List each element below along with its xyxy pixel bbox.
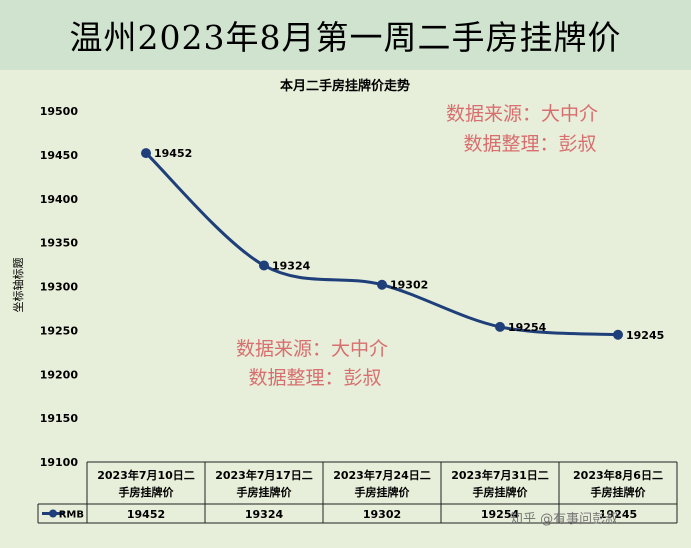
data-label: 19452 [154,147,192,160]
watermark-group: 数据来源：大中介 数据整理：彭叔 数据来源：大中介 数据整理：彭叔 [236,103,598,389]
y-tick-label: 19350 [40,237,79,250]
category-label-line2: 手房挂牌价 [591,485,647,499]
watermark-compiler-middle: 数据整理：彭叔 [248,367,381,389]
y-tick-label: 19300 [40,281,79,294]
data-label: 19245 [626,329,664,342]
data-point [495,321,505,332]
category-label-line1: 2023年7月31日二 [451,468,549,482]
y-tick-label: 19100 [40,456,79,469]
category-label-line1: 2023年8月6日二 [573,468,663,482]
data-point [259,260,269,271]
y-tick-label: 19400 [40,193,79,206]
category-label-line1: 2023年7月10日二 [97,468,195,482]
data-label: 19254 [508,321,547,334]
data-table: 2023年7月10日二手房挂牌价194522023年7月17日二手房挂牌价193… [37,461,678,524]
table-value-cell: 19452 [127,508,165,521]
chart-area-background [0,70,691,548]
site-watermark: 知乎 @有事问彭叔 [510,512,619,527]
category-label-line1: 2023年7月17日二 [215,468,313,482]
data-label: 19324 [272,259,311,272]
category-label-line2: 手房挂牌价 [119,485,175,499]
category-label-line2: 手房挂牌价 [473,485,529,499]
y-tick-label: 19500 [40,105,79,118]
y-tick-label: 19200 [40,368,79,381]
table-value-cell: 19245 [599,508,637,521]
data-point [141,148,151,159]
data-point [613,329,623,340]
y-axis-title: 坐标轴标题 [11,258,25,313]
watermark-source-middle: 数据来源：大中介 [236,338,388,360]
y-axis: 19100 19150 19200 19250 19300 19350 19400 19450… [40,105,79,469]
legend-series-name: RMB [59,510,84,521]
banner-title: 温州2023年8月第一周二手房挂牌价 [69,18,622,57]
category-label-line2: 手房挂牌价 [237,485,293,499]
watermark-compiler-top: 数据整理：彭叔 [463,133,596,155]
category-label-line1: 2023年7月24日二 [333,468,431,482]
title-banner: 温州2023年8月第一周二手房挂牌价 [0,0,691,70]
data-point [377,279,387,290]
data-label: 19302 [390,279,428,292]
chart-title: 本月二手房挂牌价走势 [280,78,410,94]
table-value-cell: 19254 [481,508,520,521]
category-label-line2: 手房挂牌价 [355,485,411,499]
table-value-cell: 19302 [363,508,401,521]
table-value-cell: 19324 [245,508,284,521]
legend-marker-key [49,509,57,518]
series-points: 19452 19324 19302 19254 19245 [141,147,664,342]
chart: 本月二手房挂牌价走势 坐标轴标题 19100 19150 19200 19250 193… [0,70,691,548]
y-tick-label: 19150 [40,412,79,425]
y-tick-label: 19450 [40,149,79,162]
watermark-source-top: 数据来源：大中介 [446,103,598,125]
y-tick-label: 19250 [40,324,79,337]
